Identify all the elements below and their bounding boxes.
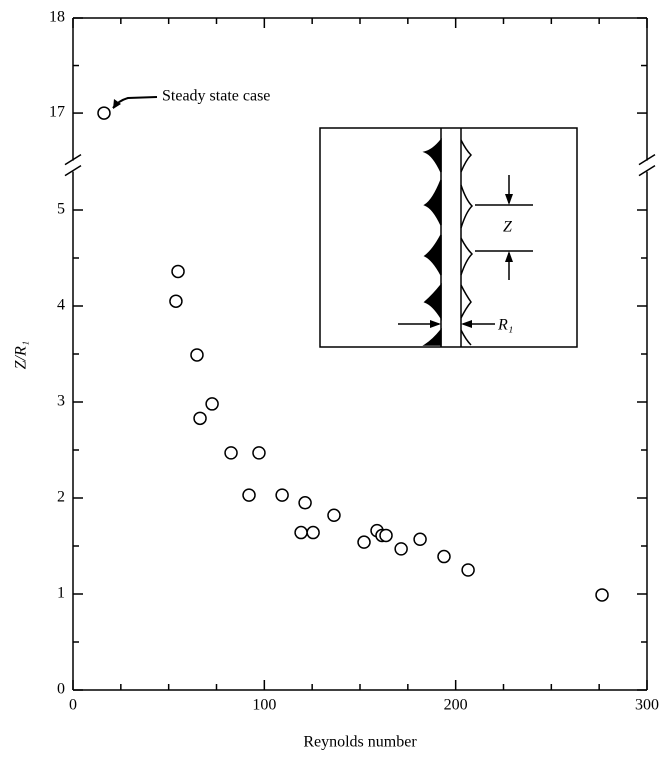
x-tick-label: 100 <box>252 697 276 714</box>
x-tick-label: 200 <box>444 697 468 714</box>
point <box>169 294 183 308</box>
x-axis-label: Reynolds number <box>303 734 417 751</box>
annotation: Steady state case <box>162 88 270 105</box>
x-tick-label: 300 <box>635 697 659 714</box>
point <box>298 496 312 510</box>
y-tick-label: 1 <box>57 585 65 602</box>
y-axis-label: Z/R₁ <box>13 341 30 370</box>
point <box>171 264 185 279</box>
point <box>224 446 238 460</box>
y-tick-label: 17 <box>49 104 65 121</box>
point <box>193 411 207 426</box>
y-tick-label: 18 <box>49 9 65 26</box>
annotation-arrow <box>112 96 158 109</box>
axis-break <box>638 153 656 166</box>
point <box>394 542 408 556</box>
axis-break <box>638 164 656 177</box>
point <box>97 106 111 120</box>
point <box>190 348 204 362</box>
point <box>252 446 266 460</box>
point <box>357 535 371 549</box>
y-tick-label: 2 <box>57 489 65 506</box>
point <box>595 588 609 602</box>
inset-arrowheads <box>430 194 513 328</box>
point <box>306 525 320 540</box>
inset-label: Z <box>503 219 513 236</box>
inset-label: R₁ <box>497 317 513 334</box>
y-tick-label: 0 <box>57 681 65 698</box>
point <box>413 532 427 547</box>
y-tick-label: 4 <box>57 297 65 314</box>
point <box>205 397 219 411</box>
point <box>275 488 289 502</box>
point <box>294 525 308 540</box>
point <box>242 488 256 502</box>
point <box>327 508 341 523</box>
axis-break <box>64 153 82 166</box>
point <box>437 549 451 564</box>
inset <box>319 127 578 348</box>
x-tick-label: 0 <box>69 697 77 714</box>
y-tick-label: 5 <box>57 201 65 218</box>
axis-break <box>64 164 82 177</box>
point <box>379 528 393 543</box>
arrow-head <box>113 99 121 109</box>
y-tick-label: 3 <box>57 393 65 410</box>
point <box>461 563 475 577</box>
